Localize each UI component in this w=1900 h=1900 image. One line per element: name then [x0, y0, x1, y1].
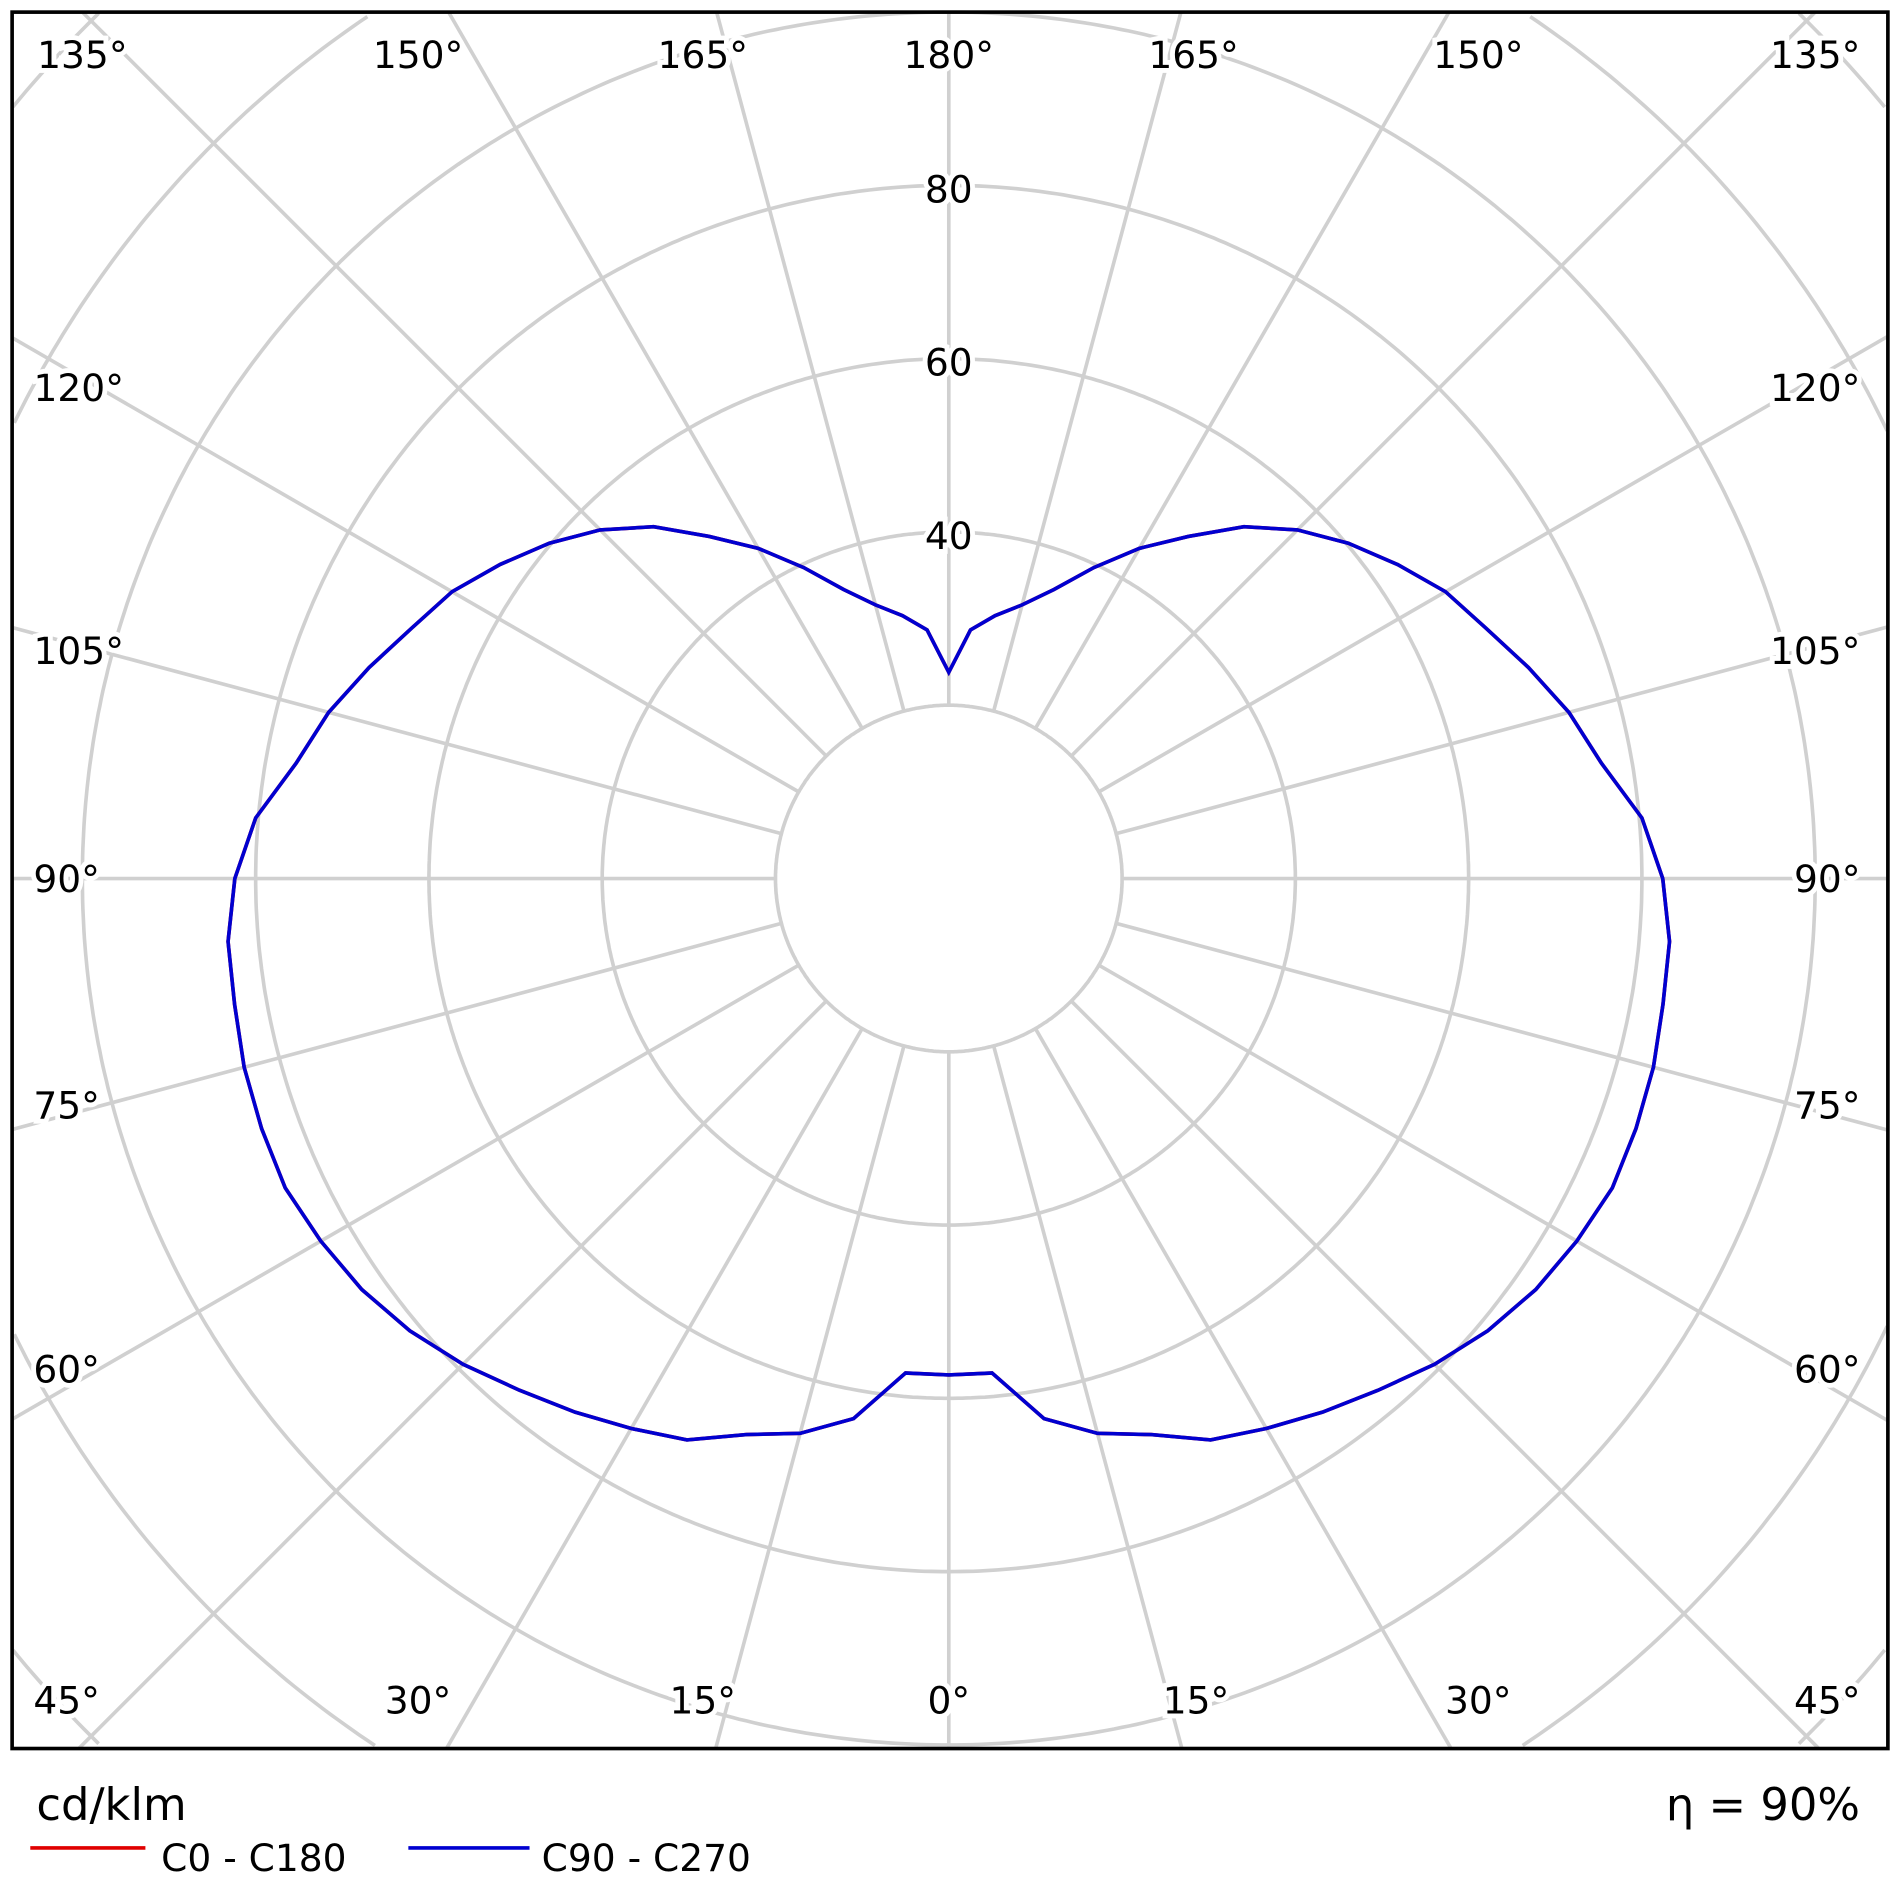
curves	[226, 524, 1672, 1442]
grid-spoke	[991, 1045, 1184, 1750]
radial-tick-60: 60	[925, 341, 973, 385]
grid-spoke	[11, 625, 782, 836]
angle-label: 135°	[37, 33, 127, 77]
angle-label: 120°	[34, 366, 124, 410]
grid-spoke	[77, 999, 828, 1750]
grid-spoke	[1070, 999, 1821, 1750]
efficiency-label: η = 90%	[1666, 1778, 1860, 1831]
grid-spoke	[1115, 625, 1889, 836]
polar-grid	[11, 10, 1889, 1750]
grid-spoke	[81, 10, 828, 758]
grid-spoke	[1033, 1027, 1453, 1750]
grid-spoke	[1070, 10, 1817, 758]
angle-label: 105°	[1770, 629, 1860, 673]
legend-label-c90-c270: C90 - C270	[542, 1836, 751, 1880]
radial-tick-80: 80	[925, 167, 973, 211]
angle-labels: 135° 150° 165° 180° 120° 105° 90° 75° 60° 45° 30° 1…	[29, 28, 1866, 1727]
angle-label: 165°	[1148, 33, 1238, 77]
angle-label: 90°	[33, 857, 100, 901]
angle-label: 45°	[33, 1678, 100, 1722]
grid-spoke	[11, 921, 782, 1132]
angle-label: 150°	[373, 33, 463, 77]
grid-ring-20	[773, 703, 1124, 1054]
radial-tick-40: 40	[925, 514, 973, 558]
angle-label: 30°	[385, 1678, 452, 1722]
angle-label: 45°	[1794, 1678, 1861, 1722]
grid-spoke	[11, 336, 800, 794]
grid-spoke	[1033, 11, 1451, 730]
grid-ring-140	[11, 12, 1887, 1745]
grid-spoke	[713, 1045, 906, 1750]
grid-spoke	[714, 11, 906, 712]
angle-label: 30°	[1445, 1678, 1512, 1722]
unit-label: cd/klm	[36, 1778, 186, 1831]
grid-spoke	[447, 11, 864, 730]
angle-label: 0°	[927, 1678, 970, 1722]
angle-label: 90°	[1794, 857, 1861, 901]
grid-spoke	[991, 11, 1183, 712]
grid-spoke	[1097, 334, 1889, 794]
angle-label: 60°	[1794, 1348, 1861, 1392]
series-curve-1	[226, 524, 1672, 1442]
plot-frame	[10, 10, 1890, 1751]
angle-label: 15°	[670, 1678, 737, 1722]
grid-ring-120	[12, 15, 1889, 1748]
angle-label: 105°	[34, 629, 124, 673]
grid-spoke	[444, 1027, 864, 1750]
angle-label: 120°	[1770, 366, 1860, 410]
angle-label: 15°	[1163, 1678, 1230, 1722]
angle-label: 60°	[33, 1348, 100, 1392]
grid-spoke	[1097, 963, 1889, 1423]
legend-label-c0-c180: C0 - C180	[161, 1836, 346, 1880]
angle-label: 165°	[658, 33, 748, 77]
angle-label: 75°	[33, 1083, 100, 1127]
angle-label: 150°	[1433, 33, 1523, 77]
angle-label: 135°	[1770, 33, 1860, 77]
grid-spoke	[1115, 921, 1889, 1132]
angle-label: 75°	[1794, 1083, 1861, 1127]
angle-label: 180°	[904, 33, 994, 77]
grid-spoke	[11, 963, 800, 1421]
